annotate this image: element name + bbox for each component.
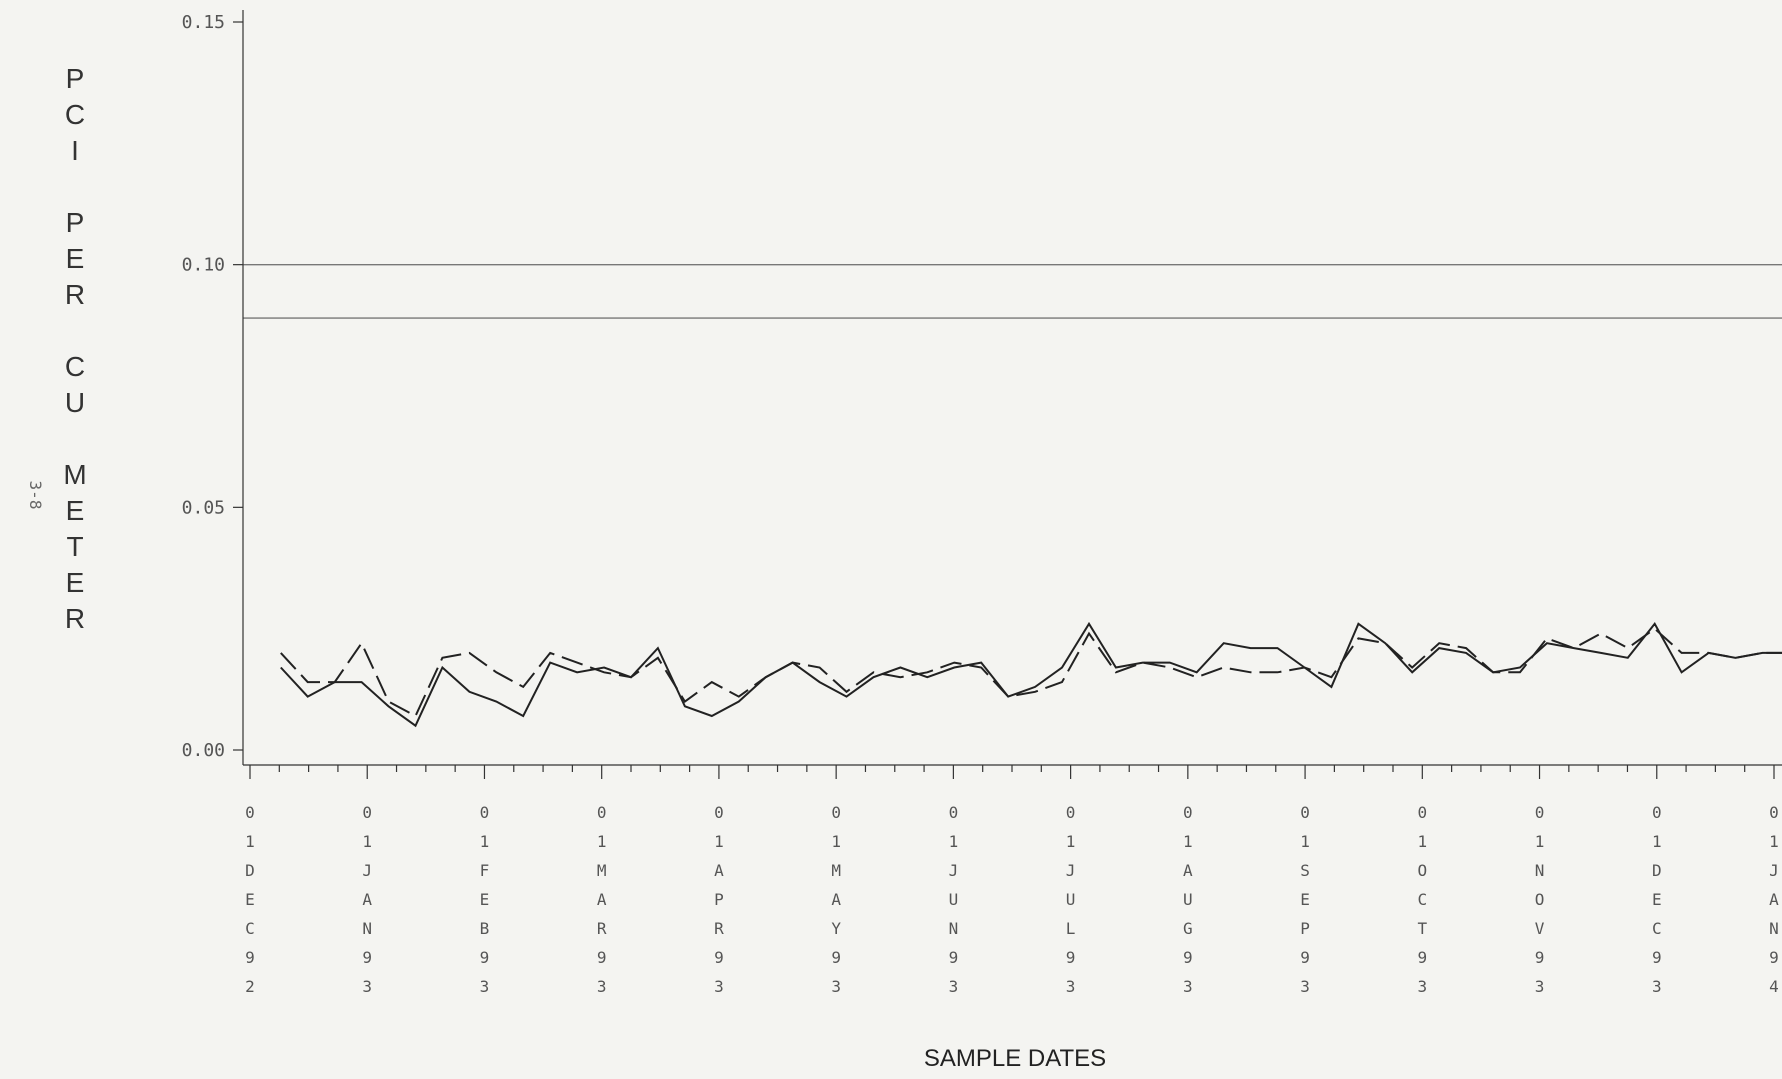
y-tick-label: 0.10 <box>182 255 225 276</box>
x-tick-labels: 0 1 D E C 9 2 0 1 J A N 9 3 0 1 F E B 9 3 0 1 M A R 9 3 0 1 A P R 9 3 0 1 M A Y… <box>245 803 1779 996</box>
series-solid-line <box>280 621 1782 728</box>
y-tick-label: 0.15 <box>182 12 225 33</box>
page-number-note: 3-8 <box>26 481 45 510</box>
reference-lines <box>243 264 1782 319</box>
y-tick-label: 0.00 <box>182 740 225 761</box>
series-lines <box>280 621 1782 728</box>
axes <box>233 10 1782 779</box>
series-dashed-line <box>280 627 1782 718</box>
x-axis-title: SAMPLE DATES <box>924 1045 1106 1072</box>
y-tick-label: 0.05 <box>182 497 225 518</box>
y-tick-labels: 0.00 0.05 0.10 0.15 <box>182 12 225 761</box>
